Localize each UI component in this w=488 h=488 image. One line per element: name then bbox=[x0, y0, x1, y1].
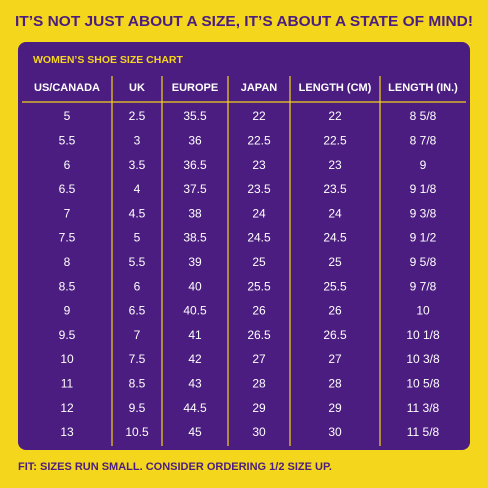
table-cell: 30 bbox=[252, 425, 266, 439]
table-cell: 24 bbox=[252, 206, 266, 220]
table-cell: 28 bbox=[252, 377, 266, 391]
table-cell: 41 bbox=[188, 328, 202, 342]
table-cell: 10 bbox=[60, 352, 74, 366]
table-cell: 7 bbox=[134, 328, 141, 342]
table-cell: 29 bbox=[328, 401, 342, 415]
table-cell: 12 bbox=[60, 401, 74, 415]
table-cell: 9 1/2 bbox=[410, 231, 437, 245]
table-cell: 10 5/8 bbox=[406, 377, 440, 391]
table-cell: 26.5 bbox=[247, 328, 271, 342]
table-cell: 3 bbox=[134, 133, 141, 147]
table-cell: 23.5 bbox=[247, 182, 271, 196]
table-cell: 11 bbox=[61, 377, 74, 391]
table-cell: 23 bbox=[252, 158, 266, 172]
table-cell: 8 7/8 bbox=[410, 133, 437, 147]
table-cell: 36.5 bbox=[183, 158, 207, 172]
column-header: JAPAN bbox=[241, 82, 278, 94]
table-cell: 7.5 bbox=[59, 231, 76, 245]
table-cell: 7 bbox=[64, 206, 71, 220]
table-cell: 26 bbox=[252, 304, 266, 318]
table-cell: 10.5 bbox=[125, 425, 149, 439]
table-cell: 25.5 bbox=[323, 279, 347, 293]
table-cell: 5 bbox=[64, 109, 71, 123]
table-cell: 6.5 bbox=[59, 182, 76, 196]
table-cell: 24.5 bbox=[247, 231, 271, 245]
table-cell: 27 bbox=[252, 352, 266, 366]
table-cell: 26 bbox=[328, 304, 342, 318]
table-cell: 9.5 bbox=[129, 401, 146, 415]
table-cell: 36 bbox=[188, 133, 202, 147]
table-cell: 25 bbox=[252, 255, 266, 269]
table-cell: 22 bbox=[328, 109, 342, 123]
table-cell: 10 bbox=[416, 304, 430, 318]
table-cell: 4 bbox=[134, 182, 141, 196]
table-cell: 5 bbox=[134, 231, 141, 245]
table-cell: 28 bbox=[328, 377, 342, 391]
table-cell: 38.5 bbox=[183, 231, 207, 245]
table-cell: 5.5 bbox=[129, 255, 146, 269]
table-cell: 24.5 bbox=[323, 231, 347, 245]
table-cell: 35.5 bbox=[183, 109, 207, 123]
table-cell: 10 3/8 bbox=[406, 352, 440, 366]
table-cell: 24 bbox=[328, 206, 342, 220]
table-cell: 6.5 bbox=[129, 304, 146, 318]
table-cell: 9 7/8 bbox=[410, 279, 437, 293]
table-cell: 10 1/8 bbox=[406, 328, 440, 342]
table-cell: 6 bbox=[64, 158, 71, 172]
table-cell: 8 bbox=[64, 255, 71, 269]
table-cell: 29 bbox=[252, 401, 266, 415]
table-cell: 9 1/8 bbox=[410, 182, 437, 196]
table-cell: 4.5 bbox=[129, 206, 146, 220]
table-cell: 37.5 bbox=[183, 182, 207, 196]
table-cell: 39 bbox=[188, 255, 202, 269]
table-cell: 42 bbox=[188, 352, 202, 366]
table-cell: 44.5 bbox=[183, 401, 207, 415]
table-cell: 27 bbox=[328, 352, 342, 366]
column-header: EUROPE bbox=[172, 82, 218, 94]
table-cell: 9 bbox=[420, 158, 427, 172]
table-cell: 22.5 bbox=[323, 133, 347, 147]
table-cell: 40.5 bbox=[183, 304, 207, 318]
table-cell: 5.5 bbox=[59, 133, 76, 147]
table-cell: 25.5 bbox=[247, 279, 271, 293]
table-cell: 22 bbox=[252, 109, 266, 123]
table-cell: 7.5 bbox=[129, 352, 146, 366]
table-cell: 6 bbox=[134, 279, 141, 293]
table-cell: 11 5/8 bbox=[407, 425, 440, 439]
table-cell: 8.5 bbox=[59, 279, 76, 293]
chart-panel bbox=[18, 42, 470, 450]
table-cell: 9 3/8 bbox=[410, 206, 437, 220]
table-cell: 25 bbox=[328, 255, 342, 269]
column-header: US/CANADA bbox=[34, 82, 100, 94]
table-cell: 13 bbox=[60, 425, 74, 439]
table-cell: 8 5/8 bbox=[410, 109, 437, 123]
table-cell: 43 bbox=[188, 377, 202, 391]
column-header: LENGTH (IN.) bbox=[388, 82, 458, 94]
table-cell: 9 5/8 bbox=[410, 255, 437, 269]
table-cell: 9.5 bbox=[59, 328, 76, 342]
fit-note: FIT: SIZES RUN SMALL. CONSIDER ORDERING … bbox=[18, 461, 332, 473]
table-cell: 8.5 bbox=[129, 377, 146, 391]
table-cell: 40 bbox=[188, 279, 202, 293]
column-header: LENGTH (CM) bbox=[299, 82, 372, 94]
table-cell: 3.5 bbox=[129, 158, 146, 172]
table-cell: 23 bbox=[328, 158, 342, 172]
column-header: UK bbox=[129, 82, 145, 94]
table-cell: 45 bbox=[188, 425, 202, 439]
table-cell: 22.5 bbox=[247, 133, 271, 147]
table-cell: 11 3/8 bbox=[407, 401, 440, 415]
table-cell: 26.5 bbox=[323, 328, 347, 342]
table-cell: 23.5 bbox=[323, 182, 347, 196]
headline: IT’S NOT JUST ABOUT A SIZE, IT’S ABOUT A… bbox=[15, 14, 473, 30]
table-cell: 30 bbox=[328, 425, 342, 439]
table-cell: 38 bbox=[188, 206, 202, 220]
table-cell: 9 bbox=[64, 304, 71, 318]
table-cell: 2.5 bbox=[129, 109, 146, 123]
chart-title: WOMEN’S SHOE SIZE CHART bbox=[33, 54, 184, 66]
